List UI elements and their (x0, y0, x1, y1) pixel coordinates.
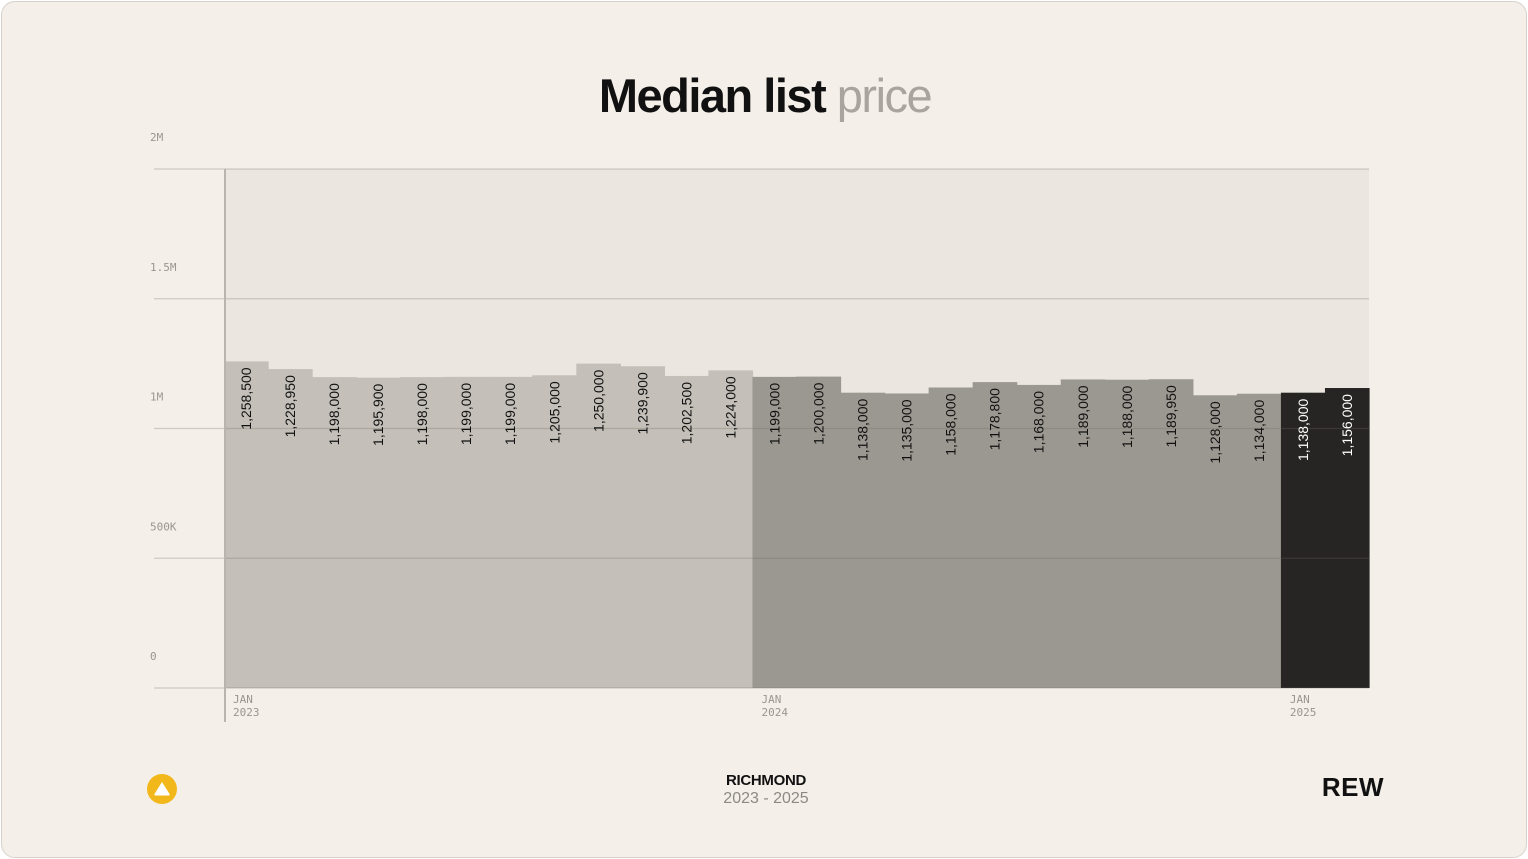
data-label-25: 1,156,000 (1339, 394, 1355, 456)
bar-8 (576, 363, 621, 689)
data-label-5: 1,199,000 (458, 383, 474, 445)
data-label-19: 1,189,000 (1075, 385, 1091, 447)
data-label-14: 1,138,000 (855, 398, 871, 460)
title-light: price (836, 69, 933, 122)
x-tick-month-1: JAN (761, 693, 781, 706)
bar-5 (444, 376, 489, 688)
bar-4 (400, 377, 445, 688)
bar-21 (1148, 379, 1194, 688)
data-label-22: 1,128,000 (1207, 401, 1223, 463)
bar-25 (1324, 388, 1370, 688)
bar-1 (268, 369, 313, 688)
rew-triangle-logo-icon (147, 774, 177, 804)
bar-15 (884, 393, 930, 688)
y-tick-label-3: 1.5M (150, 261, 177, 274)
x-tick-year-1: 2024 (761, 706, 788, 719)
data-label-2: 1,198,000 (326, 383, 342, 445)
data-label-4: 1,198,000 (414, 383, 430, 445)
region-name: RICHMOND (725, 772, 807, 789)
data-label-0: 1,258,500 (238, 367, 254, 429)
data-label-3: 1,195,900 (370, 383, 386, 445)
title-dark: Median list (598, 69, 827, 122)
data-label-6: 1,199,000 (502, 383, 518, 445)
data-label-24: 1,138,000 (1295, 398, 1311, 460)
data-label-21: 1,189,950 (1163, 385, 1179, 447)
data-label-12: 1,199,000 (766, 383, 782, 445)
bar-9 (620, 366, 665, 688)
bar-19 (1060, 379, 1106, 688)
region-caption: RICHMOND 2023 - 2025 (666, 772, 866, 808)
bar-12 (752, 376, 798, 688)
data-label-8: 1,250,000 (590, 369, 606, 431)
y-tick-label-2: 1M (150, 391, 164, 404)
bar-22 (1192, 395, 1238, 688)
data-label-1: 1,228,950 (282, 375, 298, 437)
bar-24 (1280, 392, 1326, 688)
chart-title: Median list price (2, 68, 1526, 123)
data-label-9: 1,239,900 (634, 372, 650, 434)
data-label-13: 1,200,000 (811, 382, 827, 444)
data-label-20: 1,188,000 (1119, 386, 1135, 448)
data-label-7: 1,205,000 (546, 381, 562, 443)
y-tick-label-1: 500K (150, 520, 177, 533)
brand-logo: REW (1321, 772, 1384, 802)
y-tick-label-4: 2M (150, 131, 164, 144)
bar-23 (1236, 393, 1282, 688)
bar-16 (928, 387, 974, 688)
data-label-11: 1,224,000 (722, 376, 738, 438)
data-label-16: 1,158,000 (943, 393, 959, 455)
bar-6 (488, 376, 533, 688)
bar-18 (1016, 384, 1062, 688)
x-tick-year-2: 2025 (1290, 706, 1317, 719)
x-tick-month-2: JAN (1290, 693, 1310, 706)
bar-3 (356, 377, 401, 688)
bar-14 (840, 392, 886, 688)
bar-13 (796, 376, 842, 688)
bar-17 (972, 382, 1018, 688)
bar-20 (1104, 379, 1150, 688)
data-label-17: 1,178,800 (987, 388, 1003, 450)
data-label-23: 1,134,000 (1251, 400, 1267, 462)
bar-11 (708, 370, 754, 688)
bar-10 (664, 375, 710, 688)
y-tick-label-0: 0 (150, 650, 157, 663)
bar-7 (532, 375, 577, 688)
data-label-18: 1,168,000 (1031, 391, 1047, 453)
bar-0 (224, 361, 269, 688)
x-tick-year-0: 2023 (233, 706, 260, 719)
data-label-15: 1,135,000 (899, 399, 915, 461)
bar-2 (312, 377, 357, 688)
x-tick-month-0: JAN (233, 693, 253, 706)
region-years: 2023 - 2025 (723, 790, 809, 807)
data-label-10: 1,202,500 (678, 382, 694, 444)
